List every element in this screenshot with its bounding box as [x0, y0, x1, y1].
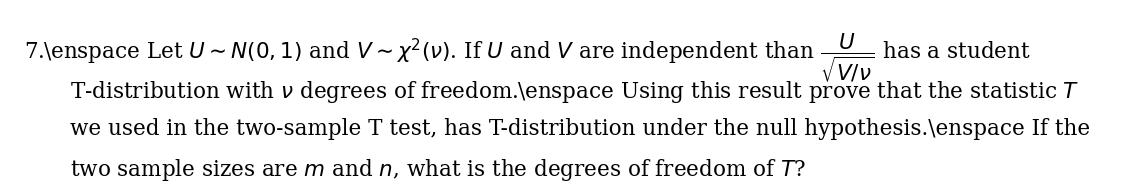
Text: 7.\enspace Let $U \sim N(0,1)$ and $V \sim \chi^2(\nu)$. If $U$ and $V$ are inde: 7.\enspace Let $U \sim N(0,1)$ and $V \s… [24, 31, 1031, 84]
Text: we used in the two-sample T test, has T-distribution under the null hypothesis.\: we used in the two-sample T test, has T-… [70, 118, 1090, 140]
Text: T-distribution with $\nu$ degrees of freedom.\enspace Using this result prove th: T-distribution with $\nu$ degrees of fre… [70, 79, 1079, 105]
Text: two sample sizes are $m$ and $n$, what is the degrees of freedom of $T$?: two sample sizes are $m$ and $n$, what i… [70, 157, 805, 183]
